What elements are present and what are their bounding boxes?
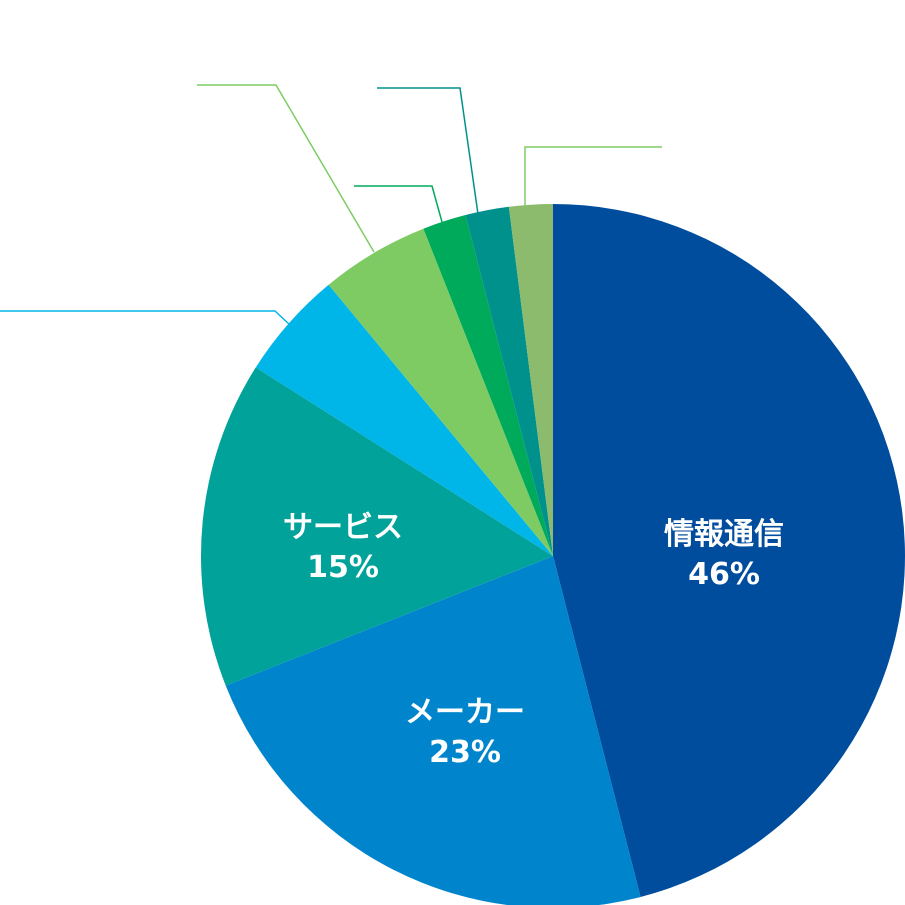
slice-label-1: 情報通信 [664,517,784,552]
slice-value-2: 23% [429,735,501,770]
pie-slice-3 [201,367,553,686]
slice-value-3: 15% [307,550,379,585]
pie-slice-7 [465,206,553,556]
pie-slice-8 [508,204,553,556]
slice-label-2: メーカー [405,695,525,730]
slice-value-1: 46% [688,557,760,592]
leader-line-8 [524,146,662,206]
leader-line-6 [354,185,443,223]
pie-slice-1 [553,204,905,897]
slice-label-3: サービス [283,510,403,545]
pie-slice-2 [225,556,641,905]
leader-line-5 [197,84,375,253]
pie-slice-6 [423,215,553,556]
pie-slice-5 [328,228,553,556]
pie-slice-4 [255,284,554,556]
leader-line-7 [377,87,479,215]
leader-line-4 [0,310,291,326]
